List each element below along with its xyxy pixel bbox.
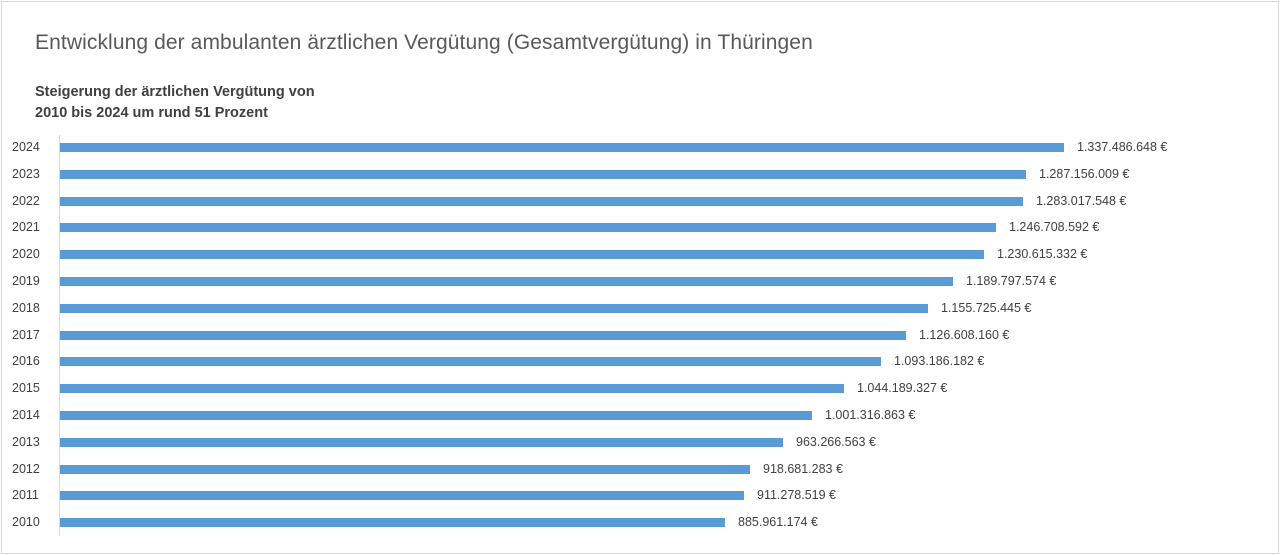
data-label: 963.266.563 € — [796, 434, 876, 449]
bar — [60, 303, 928, 313]
category-label: 2022 — [12, 193, 40, 208]
data-label: 1.283.017.548 € — [1036, 193, 1127, 208]
bar — [60, 250, 984, 260]
data-label: 1.337.486.648 € — [1077, 140, 1168, 154]
bar-row: 2022 1.283.017.548 € — [2, 192, 1278, 212]
category-label: 2015 — [12, 381, 40, 396]
category-label: 2012 — [12, 461, 40, 476]
bar-row: 2018 1.155.725.445 € — [2, 299, 1278, 319]
bar-row: 2013 963.266.563 € — [2, 433, 1278, 453]
bar-row: 2023 1.287.156.009 € — [2, 165, 1278, 185]
data-label: 1.044.189.327 € — [857, 381, 948, 396]
bar — [60, 491, 744, 501]
bar-row: 2019 1.189.797.574 € — [2, 272, 1278, 292]
bar — [60, 411, 812, 420]
data-label: 1.246.708.592 € — [1009, 220, 1100, 235]
bar — [60, 357, 881, 367]
category-label: 2013 — [12, 434, 40, 449]
bar — [60, 223, 996, 233]
bar-row: 2012 918.681.283 € — [2, 460, 1278, 480]
category-label: 2019 — [12, 274, 40, 288]
category-label: 2021 — [12, 220, 40, 235]
chart-title: Entwicklung der ambulanten ärztlichen Ve… — [35, 31, 813, 54]
bar-row: 2024 1.337.486.648 € — [2, 138, 1278, 158]
bar — [60, 169, 1026, 179]
bar — [60, 464, 750, 474]
bar — [60, 196, 1023, 206]
data-label: 1.126.608.160 € — [919, 327, 1010, 342]
bar-row: 2014 1.001.316.863 € — [2, 406, 1278, 426]
category-label: 2017 — [12, 327, 40, 342]
category-label: 2016 — [12, 354, 40, 369]
bar — [60, 277, 953, 286]
category-label: 2024 — [12, 140, 40, 154]
bar-row: 2015 1.044.189.327 € — [2, 379, 1278, 399]
y-axis-line — [59, 135, 60, 536]
category-label: 2014 — [12, 408, 40, 422]
bar — [60, 384, 844, 394]
data-label: 1.001.316.863 € — [825, 408, 916, 422]
data-label: 1.230.615.332 € — [997, 247, 1088, 262]
category-label: 2023 — [12, 166, 40, 181]
category-label: 2010 — [12, 515, 40, 530]
bar-row: 2020 1.230.615.332 € — [2, 245, 1278, 265]
data-label: 885.961.174 € — [738, 515, 818, 530]
category-label: 2020 — [12, 247, 40, 262]
bar — [60, 330, 906, 340]
bar-row: 2021 1.246.708.592 € — [2, 218, 1278, 238]
subtitle-line-1: Steigerung der ärztlichen Vergütung von — [35, 84, 315, 100]
bar — [60, 518, 725, 528]
category-label: 2018 — [12, 300, 40, 315]
subtitle-line-2: 2010 bis 2024 um rund 51 Prozent — [35, 105, 268, 121]
data-label: 1.189.797.574 € — [966, 274, 1057, 288]
bar-row: 2017 1.126.608.160 € — [2, 326, 1278, 346]
data-label: 911.278.519 € — [757, 488, 837, 503]
data-label: 918.681.283 € — [763, 461, 843, 476]
bar-row: 2011 911.278.519 € — [2, 486, 1278, 506]
bar — [60, 143, 1064, 152]
data-label: 1.287.156.009 € — [1039, 166, 1130, 181]
data-label: 1.093.186.182 € — [894, 354, 985, 369]
data-label: 1.155.725.445 € — [941, 300, 1032, 315]
chart-subtitle: Steigerung der ärztlichen Vergütung von … — [35, 82, 315, 124]
bar-row: 2016 1.093.186.182 € — [2, 352, 1278, 372]
bar — [60, 437, 783, 447]
category-label: 2011 — [12, 488, 39, 503]
bar-row: 2010 885.961.174 € — [2, 513, 1278, 533]
